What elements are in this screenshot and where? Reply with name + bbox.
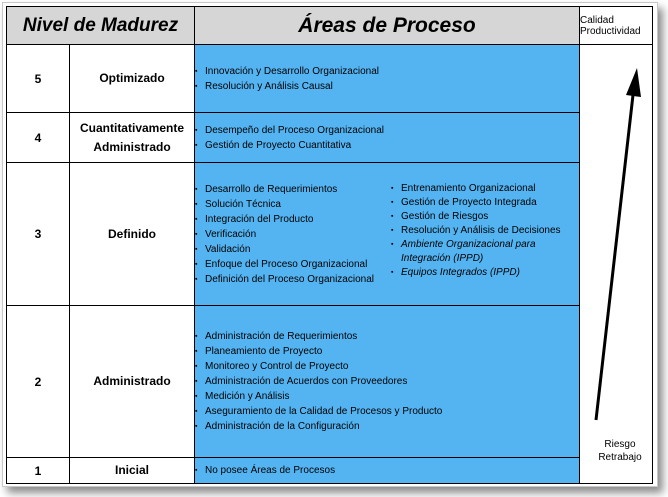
label-productividad: Productividad [580,25,641,37]
process-area-item: Desarrollo de Requerimientos [195,182,391,197]
level-name: Cuantitativamente Administrado [69,112,195,163]
label-retrabajo: Retrabajo [598,452,642,463]
maturity-table: Nivel de Madurez Áreas de Proceso Calida… [6,6,653,484]
process-area-item: Desempeño del Proceso Organizacional [195,123,579,138]
trend-arrow-shaft [594,94,635,421]
level-number: 3 [6,162,70,306]
process-area-item: Monitoreo y Control de Proyecto [195,359,579,374]
process-area-item: Administración de Requerimientos [195,329,579,344]
process-area-item: Resolución y Análisis Causal [195,79,579,94]
process-area-item: Solución Técnica [195,197,391,212]
process-area-item: Resolución y Análisis de Decisiones [391,224,561,238]
level-name: Optimizado [69,44,195,113]
process-areas-cell: Desempeño del Proceso Organizacional Ges… [194,112,580,163]
process-area-item: Definición del Proceso Organizacional [195,272,391,287]
process-area-item: Validación [195,242,391,257]
process-area-item: Entrenamiento Organizacional [391,182,561,196]
process-areas-right: Entrenamiento Organizacional Gestión de … [391,182,561,287]
level-row-4: 4 Cuantitativamente Administrado Desempe… [6,112,653,163]
process-area-item: Administración de la Configuración [195,419,579,434]
process-area-item: Gestión de Riesgos [391,210,561,224]
level-name: Inicial [69,457,195,484]
level-number: 5 [6,44,70,113]
level-number: 4 [6,112,70,163]
process-area-item: Administración de Acuerdos con Proveedor… [195,374,579,389]
level-row-3: 3 Definido Desarrollo de Requerimientos … [6,162,653,306]
process-areas-cell: No posee Áreas de Procesos [194,457,580,484]
process-area-item: Gestión de Proyecto Integrada [391,196,561,210]
risk-rework-label: Riesgo Retrabajo [588,438,652,464]
level-number: 2 [6,305,70,458]
header-calidad-productividad: Calidad Productividad [579,6,653,45]
process-area-item: Aseguramiento de la Calidad de Procesos … [195,404,579,419]
level-row-1: 1 Inicial No posee Áreas de Procesos [6,457,653,484]
process-area-item: Enfoque del Proceso Organizacional [195,257,391,272]
process-area-item: Integración del Producto [195,212,391,227]
level-number: 1 [6,457,70,484]
process-area-item: Verificación [195,227,391,242]
trend-column [579,44,653,484]
level-row-5: 5 Optimizado Innovación y Desarrollo Org… [6,44,653,484]
process-area-item: Planeamiento de Proyecto [195,344,579,359]
process-area-item: Ambiente Organizacional para Integración… [391,238,561,266]
header-areas-proceso: Áreas de Proceso [194,6,580,45]
process-area-item: No posee Áreas de Procesos [195,463,579,478]
process-areas-left: Desarrollo de Requerimientos Solución Té… [195,182,391,287]
header-nivel-madurez: Nivel de Madurez [6,6,195,45]
process-area-item: Innovación y Desarrollo Organizacional [195,64,579,79]
trend-arrow-head [626,68,641,97]
label-calidad: Calidad [580,14,614,26]
label-riesgo: Riesgo [604,439,636,450]
maturity-table-frame: Nivel de Madurez Áreas de Proceso Calida… [2,2,658,487]
process-area-item: Medición y Análisis [195,389,579,404]
process-areas-cell: Desarrollo de Requerimientos Solución Té… [194,162,580,306]
process-area-item: Equipos Integrados (IPPD) [391,266,561,280]
level-name: Administrado [69,305,195,458]
process-area-item: Gestión de Proyecto Cuantitativa [195,138,579,153]
